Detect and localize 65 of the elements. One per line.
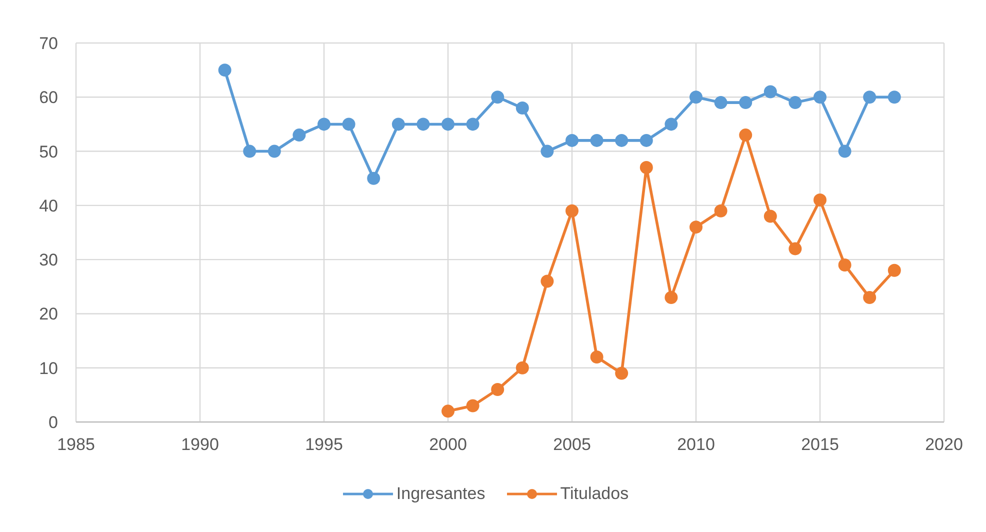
point — [318, 118, 330, 131]
point — [888, 90, 901, 104]
point — [416, 118, 430, 131]
point — [268, 144, 281, 158]
point — [590, 134, 604, 147]
point — [764, 210, 777, 223]
point — [342, 118, 356, 131]
point — [516, 101, 529, 114]
x-tick-label: 1990 — [181, 435, 219, 454]
point — [218, 64, 232, 77]
point — [690, 220, 702, 234]
point — [540, 274, 554, 288]
y-tick-label: 40 — [39, 196, 58, 216]
point — [714, 96, 728, 110]
point — [466, 118, 480, 131]
point — [863, 290, 876, 304]
x-tick-label: 1995 — [305, 435, 343, 454]
point — [714, 204, 728, 218]
x-tick-label: 2010 — [677, 435, 715, 454]
x-tick-label: 1985 — [57, 435, 95, 454]
point — [838, 258, 852, 272]
point — [615, 134, 628, 147]
point — [442, 404, 454, 418]
y-tick-label: 20 — [39, 304, 58, 324]
y-tick-label: 30 — [39, 250, 58, 270]
point — [664, 290, 678, 304]
point — [367, 172, 380, 185]
y-tick-label: 70 — [39, 34, 58, 54]
y-tick-label: 50 — [39, 142, 58, 162]
y-tick-label: 10 — [39, 358, 58, 378]
point — [640, 134, 653, 147]
y-tick-label: 60 — [39, 88, 58, 108]
point — [590, 350, 604, 364]
point — [739, 96, 752, 110]
point — [243, 144, 256, 158]
point — [814, 90, 826, 104]
point — [566, 134, 578, 147]
point — [442, 118, 454, 131]
point — [640, 161, 653, 174]
point — [888, 264, 901, 277]
point — [615, 366, 628, 380]
point — [664, 118, 678, 131]
point — [491, 383, 504, 396]
point — [838, 144, 852, 158]
x-tick-label: 2020 — [925, 435, 963, 454]
point — [491, 90, 504, 104]
legend-label: Titulados — [560, 484, 629, 504]
point — [292, 128, 306, 142]
point — [739, 128, 752, 142]
point — [814, 194, 826, 207]
x-tick-label: 2005 — [553, 435, 591, 454]
point — [566, 204, 578, 218]
point — [863, 90, 876, 104]
x-tick-label: 2015 — [801, 435, 839, 454]
point — [392, 118, 405, 131]
point — [788, 242, 802, 256]
point — [466, 399, 480, 412]
point — [540, 144, 554, 158]
legend-label: Ingresantes — [396, 484, 486, 504]
x-tick-label: 2000 — [429, 435, 467, 454]
y-tick-label: 0 — [48, 413, 58, 432]
point — [690, 90, 702, 104]
point — [516, 361, 529, 374]
point — [764, 85, 777, 98]
point — [788, 96, 802, 110]
